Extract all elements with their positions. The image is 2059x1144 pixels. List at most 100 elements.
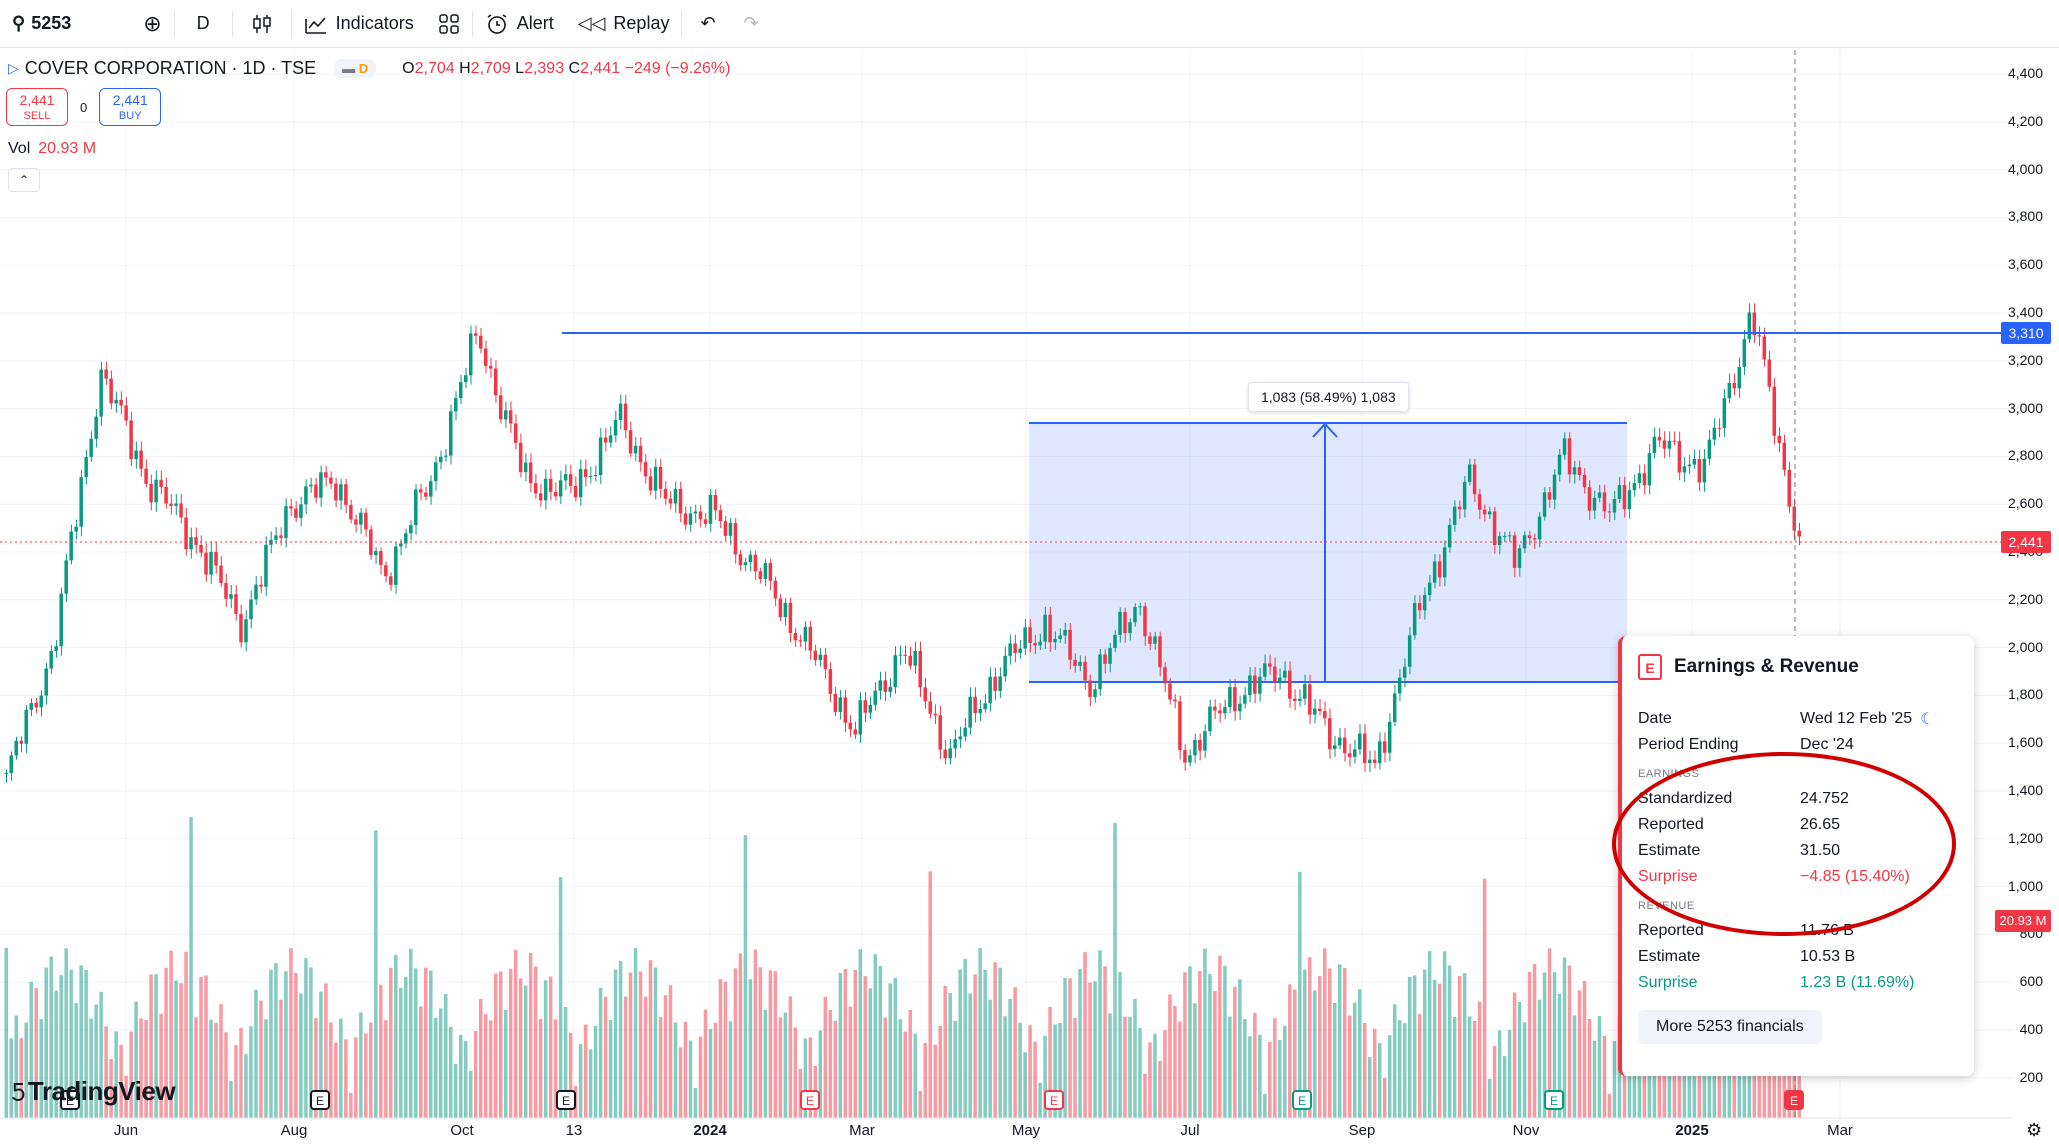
earnings-badge-icon[interactable]: E — [800, 1090, 820, 1110]
volume-bar — [399, 987, 403, 1118]
settings-icon[interactable]: ⚙ — [2026, 1120, 2043, 1140]
buy-button[interactable]: 2,441 BUY — [99, 88, 162, 126]
volume-bar — [1437, 983, 1442, 1118]
volume-bar — [918, 1090, 922, 1118]
undo-button[interactable]: ↶ — [682, 0, 733, 48]
volume-bar — [488, 1020, 493, 1118]
volume-bar — [628, 972, 633, 1118]
candle-body — [693, 511, 698, 514]
candle-body — [69, 531, 73, 561]
volume-bar — [389, 967, 393, 1118]
volume-bar — [1353, 1002, 1357, 1118]
candle-body — [978, 709, 982, 713]
chart-type-button[interactable] — [233, 0, 291, 48]
volume-bar — [444, 994, 448, 1118]
candle-body — [279, 535, 283, 539]
delay-badge[interactable]: ▬ D — [334, 59, 377, 78]
earnings-badge-icon[interactable]: E — [1784, 1090, 1804, 1110]
sell-button[interactable]: 2,441 SELL — [6, 88, 68, 126]
earnings-badge-icon[interactable]: E — [556, 1090, 576, 1110]
more-financials-button[interactable]: More 5253 financials — [1638, 1010, 1822, 1044]
toolbar-divider — [290, 10, 292, 37]
time-label: Jul — [1180, 1122, 1200, 1139]
candle-body — [1273, 666, 1277, 683]
earnings-badge-icon[interactable]: E — [1292, 1090, 1312, 1110]
volume-bar — [34, 988, 38, 1118]
volume-bar — [998, 967, 1002, 1118]
candle-body — [1293, 698, 1297, 701]
volume-bar — [1218, 955, 1222, 1118]
earnings-badge-icon[interactable]: E — [60, 1090, 80, 1110]
candle-body — [1777, 435, 1782, 444]
candle-body — [1752, 312, 1757, 336]
earnings-badge-icon[interactable]: E — [1044, 1090, 1064, 1110]
symbol-search[interactable]: ⚲ 5253 — [0, 0, 83, 48]
revenue-reported-label: Reported — [1638, 922, 1704, 939]
earnings-badge-icon[interactable]: E — [1544, 1090, 1564, 1110]
candle-body — [533, 483, 538, 494]
price-tick-label: 2,800 — [2007, 447, 2043, 464]
candle-body — [1522, 535, 1527, 549]
candle-body — [1592, 497, 1597, 511]
candle-body — [14, 740, 18, 756]
compare-button[interactable]: ⊕ — [83, 0, 173, 48]
candle-body — [808, 626, 813, 651]
earnings-badge-icon[interactable]: E — [310, 1090, 330, 1110]
volume-bar — [1527, 971, 1532, 1118]
volume-bar — [838, 972, 843, 1118]
volume-bar — [1557, 993, 1562, 1118]
alert-button[interactable]: Alert — [473, 0, 566, 48]
tradingview-logo[interactable]: 𝟻 TradingView — [10, 1076, 176, 1108]
volume-bar — [1273, 1018, 1277, 1118]
indicators-button[interactable]: Indicators — [292, 0, 426, 48]
volume-legend[interactable]: Vol 20.93 M — [8, 140, 96, 158]
candle-body — [289, 506, 293, 509]
volume-bar — [733, 968, 738, 1118]
replay-button[interactable]: ◁◁ Replay — [566, 0, 682, 48]
candle-body — [1283, 670, 1287, 678]
volume-bar — [1133, 998, 1137, 1118]
candle-body — [853, 729, 858, 735]
redo-button[interactable]: ↷ — [734, 0, 769, 48]
plus-circle-icon: ⊕ — [143, 10, 162, 36]
volume-bar — [958, 969, 962, 1118]
volume-bar — [923, 1042, 927, 1118]
volume-bar — [159, 1013, 163, 1118]
symbol-title[interactable]: COVER CORPORATION · 1D · TSE — [24, 58, 317, 78]
price-tick-label: 2,000 — [2007, 638, 2043, 655]
volume-bar — [598, 987, 603, 1118]
candle-body — [309, 484, 313, 487]
volume-bar — [913, 1033, 917, 1118]
volume-bar — [84, 970, 88, 1118]
candle-body — [473, 333, 478, 336]
volume-bar — [199, 977, 203, 1118]
volume-bar — [319, 991, 323, 1118]
candle-body — [788, 602, 793, 633]
volume-bar — [648, 960, 653, 1118]
volume-bar — [1028, 1025, 1032, 1118]
volume-bar — [653, 967, 658, 1118]
volume-bar — [394, 954, 398, 1118]
candle-body — [429, 481, 433, 497]
candle-body — [1203, 731, 1207, 751]
collapse-legend-button[interactable]: ⌃ — [8, 168, 40, 192]
candle-body — [1687, 464, 1692, 467]
volume-bar — [578, 1044, 583, 1118]
layouts-button[interactable] — [426, 0, 472, 48]
volume-bar — [429, 970, 433, 1118]
interval-button[interactable]: D — [175, 0, 232, 48]
volume-bar — [1597, 1015, 1602, 1118]
candle-body — [1492, 511, 1497, 545]
volume-bar — [1482, 878, 1487, 1118]
candle-body — [1392, 693, 1397, 722]
volume-bar — [663, 995, 668, 1118]
candle-body — [1343, 737, 1347, 754]
collapse-arrow-icon[interactable]: ▷ — [8, 60, 19, 76]
ohlc-change: −249 (−9.26%) — [624, 59, 731, 77]
volume-bar — [473, 1030, 478, 1118]
candle-body — [1542, 492, 1547, 517]
price-tick-label: 3,200 — [2007, 351, 2043, 368]
candle-body — [638, 445, 643, 463]
volume-bar — [788, 996, 793, 1118]
